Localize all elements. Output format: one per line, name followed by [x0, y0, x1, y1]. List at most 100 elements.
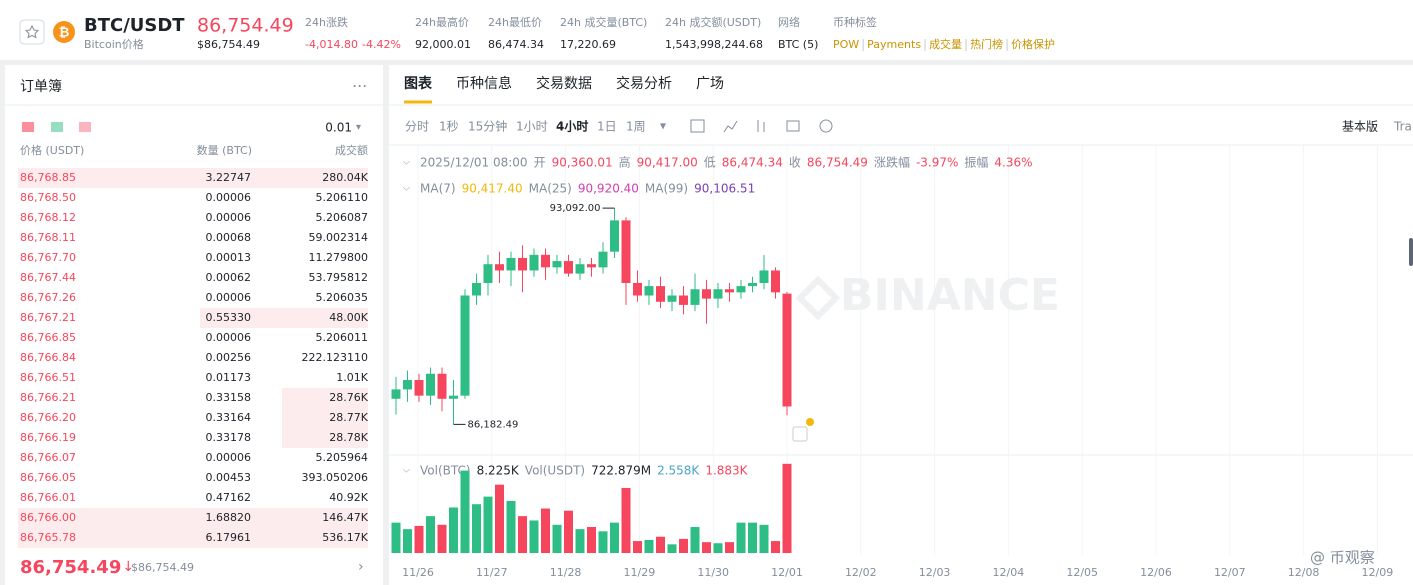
interval-button[interactable]: 1秒 — [439, 120, 459, 134]
stat-label: 24h最低价 — [488, 16, 542, 29]
tab[interactable]: 交易分析 — [616, 75, 672, 92]
ohlc-info: 振幅 — [964, 155, 988, 170]
candle-body — [656, 286, 665, 302]
tab[interactable]: 广场 — [696, 76, 724, 92]
ask-price[interactable]: 86,767.70 — [20, 251, 76, 264]
ask-price[interactable]: 86,766.85 — [20, 331, 76, 344]
ask-price[interactable]: 86,767.26 — [20, 291, 76, 304]
candle-body — [713, 289, 723, 299]
tab[interactable]: 币种信息 — [456, 75, 512, 92]
ask-price[interactable]: 86,766.05 — [20, 471, 76, 484]
ask-amount: 6.17961 — [206, 531, 252, 544]
interval-button[interactable]: 分时 — [405, 120, 429, 134]
header-bar — [0, 0, 1413, 60]
ask-amount: 0.00006 — [206, 291, 252, 304]
price-usd: $86,754.49 — [197, 38, 260, 51]
ask-price[interactable]: 86,766.51 — [20, 371, 76, 384]
ask-total: 5.206035 — [316, 291, 369, 304]
last-arrow: ↓ — [122, 559, 134, 575]
ask-price[interactable]: 86,768.12 — [20, 211, 76, 224]
scroll-handle[interactable] — [1409, 238, 1413, 266]
volume-bar — [518, 516, 527, 553]
ask-price[interactable]: 86,767.44 — [20, 271, 76, 284]
stat-label: 币种标签 — [833, 15, 877, 29]
column-header: 数量 (BTC) — [197, 144, 252, 157]
ask-price[interactable]: 86,768.50 — [20, 191, 76, 204]
ask-price[interactable]: 86,766.20 — [20, 411, 76, 424]
ma-info: MA(99) — [645, 182, 688, 196]
view-button[interactable]: Tra — [1393, 120, 1412, 134]
volume-bar — [667, 544, 677, 553]
ask-amount: 0.00006 — [206, 191, 252, 204]
ohlc-info: 涨跌幅 — [874, 155, 910, 170]
volume-bar — [644, 539, 654, 553]
note-icon[interactable] — [792, 426, 808, 442]
ask-total: 5.205964 — [316, 451, 369, 464]
candle-body — [506, 257, 516, 271]
interval-button[interactable]: 1小时 — [516, 120, 548, 134]
ask-price[interactable]: 86,766.00 — [20, 511, 76, 524]
candle-body — [725, 289, 734, 293]
ask-total: 5.206011 — [316, 331, 369, 344]
volume-bar — [449, 507, 458, 553]
ask-amount: 0.47162 — [206, 491, 252, 504]
volume-bar — [403, 529, 412, 553]
volume-bar — [587, 526, 596, 553]
interval-button[interactable]: 1周 — [626, 120, 646, 134]
tag[interactable]: POW — [833, 38, 859, 51]
candle-body — [633, 282, 642, 296]
favorite-button[interactable] — [19, 19, 45, 45]
ask-price[interactable]: 86,766.21 — [20, 391, 76, 404]
candle-body — [518, 257, 527, 271]
tag[interactable]: 热门榜 — [970, 37, 1003, 51]
view-button[interactable]: 基本版 — [1342, 120, 1378, 134]
volume-bar — [541, 508, 550, 553]
ask-price[interactable]: 86,766.01 — [20, 491, 76, 504]
orderbook-mode-icons[interactable] — [22, 122, 91, 132]
volume-bar — [725, 542, 734, 553]
chevron[interactable]: › — [358, 559, 364, 575]
ask-price[interactable]: 86,768.11 — [20, 231, 76, 244]
ask-price[interactable]: 86,766.84 — [20, 351, 76, 364]
toolbar-icons[interactable] — [690, 119, 833, 133]
volume-info: Vol(USDT) — [525, 464, 585, 478]
candle-body — [759, 270, 769, 283]
candle-body — [437, 373, 447, 399]
dropdown-icon[interactable]: ▾ — [660, 119, 666, 133]
x-tick-label: 11/28 — [550, 566, 582, 579]
ask-price[interactable]: 86,765.78 — [20, 531, 76, 544]
volume-bar — [529, 520, 539, 553]
candle-body — [667, 295, 677, 302]
volume-info: 8.225K — [477, 464, 520, 478]
volume-bar — [736, 522, 746, 553]
candle-body — [690, 289, 700, 305]
step-select[interactable]: 0.01 — [325, 121, 352, 135]
interval-button[interactable]: 1日 — [597, 120, 617, 134]
ask-price[interactable]: 86,766.07 — [20, 451, 76, 464]
ask-price[interactable]: 86,768.85 — [20, 171, 76, 184]
interval-button[interactable]: 15分钟 — [468, 119, 507, 134]
column-header: 价格 (USDT) — [20, 143, 84, 157]
ask-amount: 1.68820 — [206, 511, 252, 524]
tab[interactable]: 交易数据 — [536, 75, 592, 92]
stat-label: 网络 — [778, 15, 800, 29]
price: 86,754.49 — [197, 15, 294, 37]
ask-total: 48.00K — [329, 311, 368, 324]
tag[interactable]: 成交量 — [929, 37, 962, 51]
x-tick-label: 12/05 — [1066, 566, 1098, 579]
tab[interactable]: 图表 — [404, 75, 433, 92]
ask-price[interactable]: 86,766.19 — [20, 431, 76, 444]
stat-value: 1,543,998,244.68 — [665, 38, 763, 51]
more-button[interactable]: ··· — [352, 77, 367, 96]
volume-bar — [656, 536, 665, 553]
ask-price[interactable]: 86,767.21 — [20, 311, 76, 324]
tag[interactable]: Payments — [867, 38, 921, 51]
tag[interactable]: 价格保护 — [1011, 37, 1055, 51]
interval-button[interactable]: 4小时 — [556, 119, 588, 134]
depth-highlights — [18, 168, 368, 548]
volume-bar — [575, 529, 585, 553]
candle-body — [736, 286, 746, 293]
low-annotation: 86,182.49 — [468, 419, 519, 430]
volume-bar — [713, 543, 723, 553]
x-tick-label: 12/01 — [771, 566, 803, 579]
